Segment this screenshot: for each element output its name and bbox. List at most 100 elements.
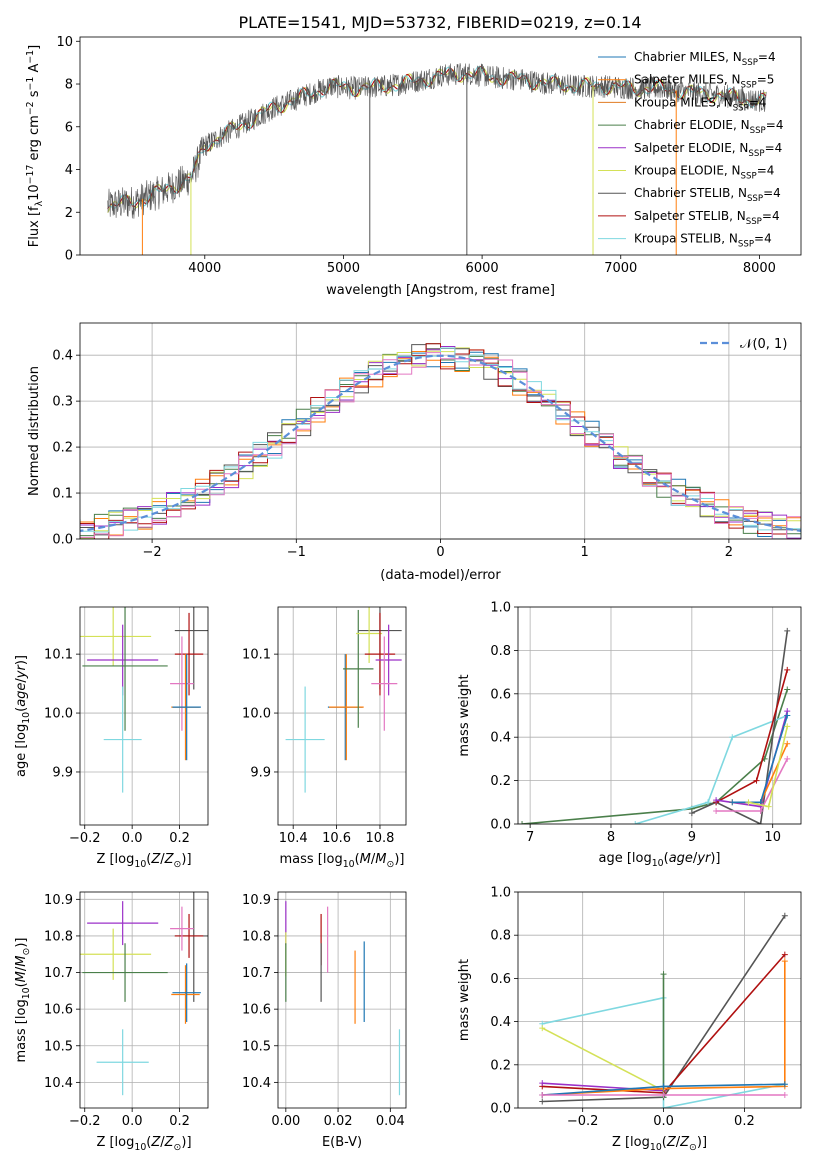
legend-label: Kroupa ELODIE, NSSP=4 [634,164,774,182]
marker-plus [781,1092,788,1099]
x-tick-label: 0.2 [734,1114,755,1129]
legend-label: Kroupa MILES, NSSP=4 [634,95,767,113]
y-tick-label: 10.6 [242,1003,271,1018]
y-tick-label: 0.8 [490,929,511,944]
y-tick-label: 9.9 [250,765,271,780]
y-tick-label: 0.4 [52,349,73,364]
legend-label: Chabrier STELIB, NSSP=4 [634,186,781,204]
y-axis-label: Normed distribution [27,366,42,496]
x-axis-label: (data-model)/error [380,568,501,583]
marker-plus [660,1105,667,1108]
marker-plus [784,627,791,634]
marker-plus [729,734,736,741]
x-tick-label: 10.8 [365,831,394,846]
marker-plus [539,1025,546,1032]
axes-frame [79,322,802,540]
y-axis-label: mass [log10(M/M⊙)] [14,938,32,1063]
x-tick-label: −0.2 [69,1114,101,1129]
x-tick-label: 0.2 [169,1114,190,1129]
x-tick-label: 1 [581,545,589,560]
axes-frame [517,891,802,1109]
axes-frame [79,891,209,1109]
y-tick-label: 0.0 [490,818,511,833]
y-tick-label: 0.4 [490,731,511,746]
marker-plus [745,799,752,806]
x-axis-label: mass [log10(M/M⊙)] [280,852,405,870]
x-axis-label: age [log10(age/yr)] [598,851,720,869]
x-tick-label: 0.02 [324,1114,353,1129]
x-axis-label: Z [log10(Z/Z⊙)] [96,1135,191,1153]
legend-label: Salpeter ELODIE, NSSP=4 [634,141,782,159]
spectrum-plot-area [107,63,767,255]
x-tick-label: 8000 [743,261,776,276]
mass-weight-line [542,961,786,1096]
legend-label: Chabrier MILES, NSSP=4 [634,50,776,68]
marker-plus [713,807,720,814]
mass-weight-line [732,743,789,804]
marker-plus [784,686,791,693]
histogram-axes: −2 −1 0 1 2 0.0 0.1 0.2 0.3 0.4 (data-model)/error… [27,322,802,583]
x-tick-label: 0.0 [653,1114,674,1129]
histogram-plot-area [80,343,801,539]
y-tick-label: 0.2 [490,1058,511,1073]
marker-plus [539,1080,546,1087]
marker-plus [781,912,788,919]
age-vs-Z-axes: −0.2 0.0 0.2 9.9 10.0 10.1 Z [log10(Z/Z⊙)] age … [14,606,209,870]
axes-frame [277,891,407,1109]
y-tick-label: 10.4 [242,1076,271,1091]
legend-label: Salpeter STELIB, NSSP=4 [634,209,780,227]
figure-title: PLATE=1541, MJD=53732, FIBERID=0219, z=0… [238,13,641,32]
marker-plus [757,807,764,814]
massweight-vs-Z-plot-area [539,912,788,1108]
x-tick-label: 0 [436,545,444,560]
y-tick-label: 10.5 [242,1039,271,1054]
age-vs-Z-plot-area [80,607,208,793]
age-vs-mass-plot-area [285,607,402,793]
y-tick-label: 10.5 [44,1039,73,1054]
marker-plus [539,1092,546,1099]
y-tick-label: 9.9 [52,765,73,780]
legend-label: Kroupa STELIB, NSSP=4 [634,232,772,250]
y-tick-label: 10.7 [242,966,271,981]
axes-frame [277,606,407,826]
x-tick-label: 10.4 [279,831,308,846]
y-tick-label: 10.0 [242,707,271,722]
y-tick-label: 1.0 [490,601,511,616]
y-tick-label: 0.2 [490,774,511,789]
marker-plus [660,1083,667,1090]
marker-plus [753,777,760,784]
y-tick-label: 6 [65,120,73,135]
x-tick-label: 4000 [188,261,221,276]
marker-plus [660,971,667,978]
x-tick-label: 7000 [604,261,637,276]
age-vs-mass-axes: 10.4 10.6 10.8 9.9 10.0 10.1 mass [log10(M/M⊙)… [242,606,407,870]
y-tick-label: 10.1 [44,648,73,663]
axes-frame [79,606,209,826]
marker-plus [729,799,736,806]
marker-plus [781,1081,788,1088]
x-tick-label: 6000 [466,261,499,276]
massweight-vs-age-axes: 7 8 9 10 0.0 0.2 0.4 0.6 0.8 1.0 age [log10(age/yr… [457,601,802,869]
marker-plus [632,821,639,824]
mass-vs-Z-axes: −0.2 0.0 0.2 10.4 10.5 10.6 10.7 10.8 10.9 Z [log… [14,891,209,1153]
marker-plus [784,723,791,730]
y-tick-label: 0.0 [52,533,73,548]
y-tick-label: 10.4 [44,1076,73,1091]
y-axis-label: Flux [fλ10−17 erg cm−2 s−1 A−1] [25,45,45,247]
marker-plus [784,666,791,673]
x-axis-label: Z [log10(Z/Z⊙)] [612,1135,707,1153]
y-tick-label: 4 [65,163,73,178]
marker-plus [781,958,788,965]
y-tick-label: 10 [56,35,73,50]
x-tick-label: 0.2 [169,831,190,846]
y-tick-label: 10.9 [44,893,73,908]
x-tick-label: 0.04 [376,1114,405,1129]
marker-plus [660,1092,667,1099]
x-axis-label: E(B-V) [322,1135,362,1150]
y-tick-label: 0.1 [52,487,73,502]
legend-label: Chabrier ELODIE, NSSP=4 [634,118,783,136]
x-axis-label: Z [log10(Z/Z⊙)] [96,852,191,870]
marker-plus [781,951,788,958]
x-tick-label: −0.2 [69,831,101,846]
